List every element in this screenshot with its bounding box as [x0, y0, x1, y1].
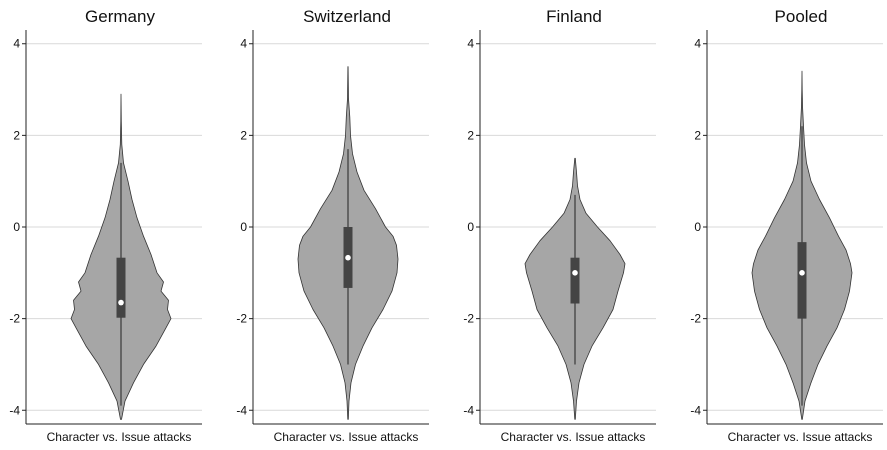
panel-switzerland: Switzerland 4 2 0 -2 -4 Character vs. Issue at… [236, 7, 429, 444]
iqr-box [116, 257, 126, 318]
y-tick-label: -4 [9, 403, 20, 417]
y-tick-label: 0 [13, 220, 20, 234]
y-tick-label: 4 [467, 37, 474, 51]
panel-title: Finland [546, 7, 602, 26]
y-tick-label: -4 [463, 403, 474, 417]
x-axis-label: Character vs. Issue attacks [501, 430, 646, 444]
y-tick-label: 4 [240, 37, 247, 51]
panel-title: Switzerland [303, 7, 391, 26]
y-tick-label: 2 [13, 128, 20, 142]
y-tick-label: -2 [463, 312, 474, 326]
x-axis-label: Character vs. Issue attacks [47, 430, 192, 444]
x-axis-label: Character vs. Issue attacks [274, 430, 419, 444]
y-tick-label: -2 [236, 312, 247, 326]
y-tick-label: 0 [240, 220, 247, 234]
y-tick-label: 4 [13, 37, 20, 51]
y-tick-label: 0 [694, 220, 701, 234]
y-tick-label: -2 [9, 312, 20, 326]
y-tick-label: -4 [690, 403, 701, 417]
y-tick-label: 2 [467, 128, 474, 142]
panel-title: Germany [85, 7, 155, 26]
y-tick-label: -4 [236, 403, 247, 417]
iqr-box [797, 242, 807, 319]
panel-finland: Finland 4 2 0 -2 -4 Character vs. Issue attack… [463, 7, 656, 444]
y-tick-label: 0 [467, 220, 474, 234]
panel-germany: Germany 4 2 0 -2 -4 Character vs. Issue attack… [9, 7, 202, 444]
y-tick-label: -2 [690, 312, 701, 326]
y-tick-label: 2 [694, 128, 701, 142]
panel-pooled: Pooled 4 2 0 -2 -4 Character vs. Issue attacks [690, 7, 883, 444]
median-marker [118, 299, 124, 306]
panel-title: Pooled [775, 7, 828, 26]
iqr-box [570, 257, 580, 304]
x-axis-label: Character vs. Issue attacks [728, 430, 873, 444]
median-marker [799, 270, 805, 276]
median-marker [345, 254, 351, 261]
median-marker [572, 270, 578, 276]
y-tick-label: 2 [240, 128, 247, 142]
y-tick-label: 4 [694, 37, 701, 51]
